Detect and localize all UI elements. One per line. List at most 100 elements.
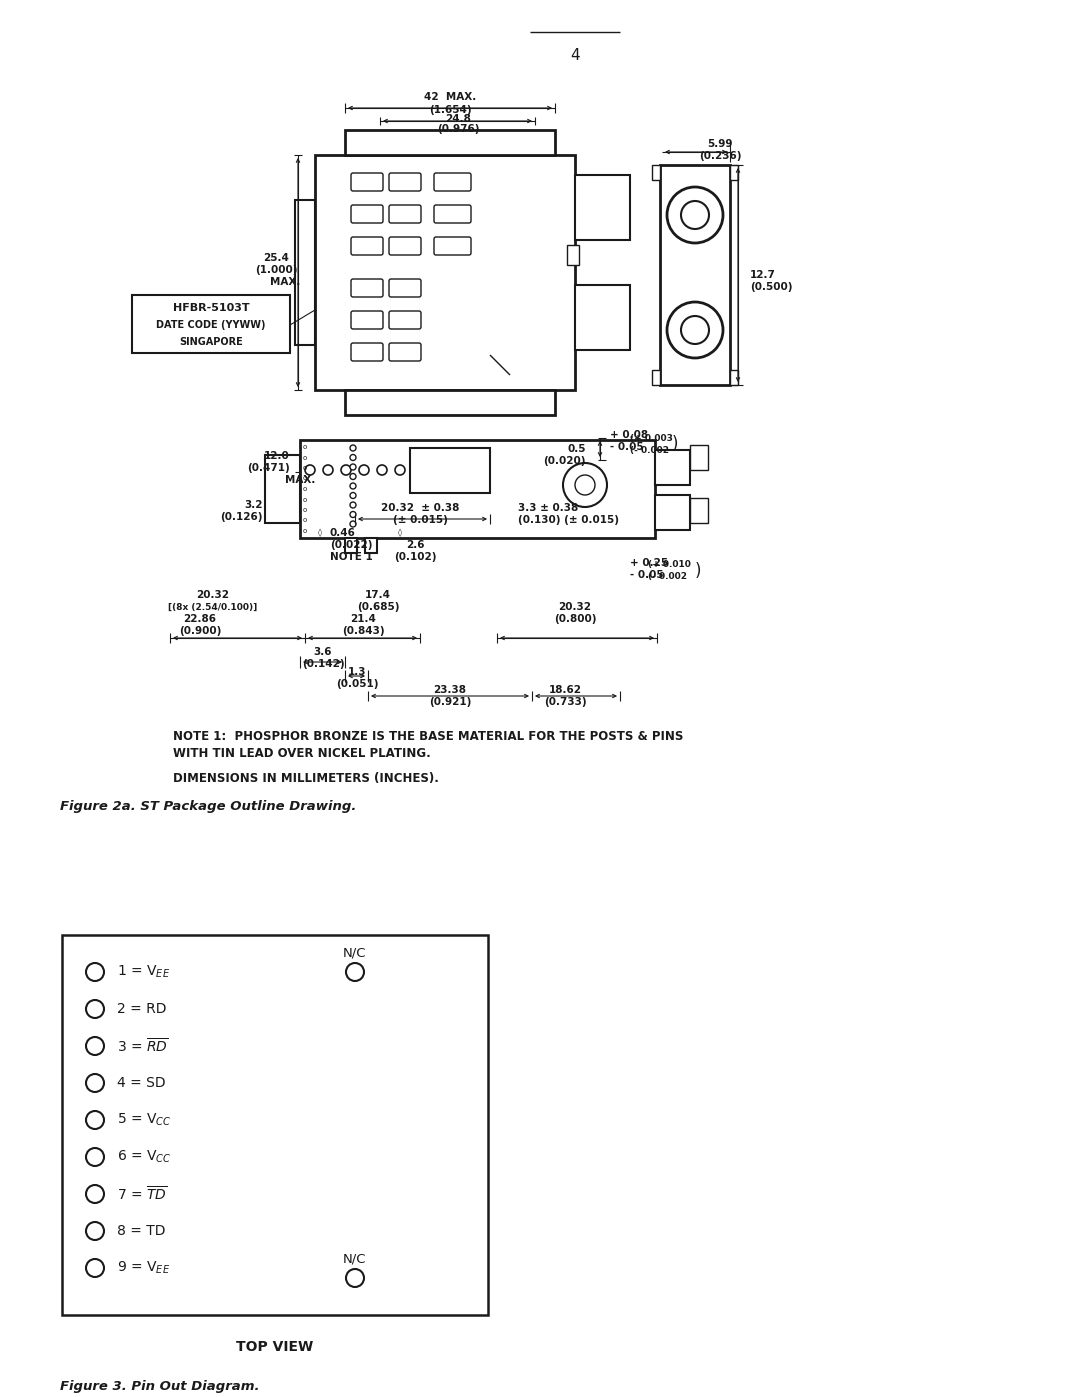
Text: 7 = $\overline{TD}$: 7 = $\overline{TD}$ (117, 1185, 167, 1203)
FancyBboxPatch shape (434, 237, 471, 256)
Bar (730, 370, 738, 386)
Circle shape (681, 316, 708, 344)
Bar (652, 370, 660, 386)
Bar (730, 165, 738, 180)
Bar (410, 448, 490, 493)
Text: o: o (302, 507, 307, 513)
Text: (0.130) (± 0.015): (0.130) (± 0.015) (518, 515, 619, 525)
Text: (+ 0.003: (+ 0.003 (630, 433, 673, 443)
Text: (0.733): (0.733) (543, 697, 586, 707)
Text: 20.32: 20.32 (197, 590, 229, 599)
Text: 1.3: 1.3 (348, 666, 366, 678)
Bar (300, 440, 654, 538)
Circle shape (341, 465, 351, 475)
Circle shape (86, 1259, 104, 1277)
Text: o: o (302, 496, 307, 503)
FancyBboxPatch shape (351, 173, 383, 191)
Text: 5.99: 5.99 (707, 138, 732, 149)
FancyBboxPatch shape (351, 237, 383, 256)
Text: ◊: ◊ (318, 528, 322, 538)
Circle shape (575, 475, 595, 495)
Text: ): ) (696, 562, 702, 580)
Text: (0.051): (0.051) (336, 679, 378, 689)
Text: 42  MAX.: 42 MAX. (423, 92, 476, 102)
Text: 17.4: 17.4 (365, 590, 391, 599)
Circle shape (359, 465, 369, 475)
Text: 24.8: 24.8 (445, 115, 471, 124)
Text: Figure 3. Pin Out Diagram.: Figure 3. Pin Out Diagram. (60, 1380, 259, 1393)
FancyBboxPatch shape (389, 237, 421, 256)
Text: (0.800): (0.800) (554, 615, 596, 624)
Text: - 0.05: - 0.05 (610, 441, 644, 453)
Text: MAX.: MAX. (285, 475, 315, 485)
Text: 2 = RD: 2 = RD (117, 1002, 166, 1016)
Circle shape (350, 474, 356, 479)
Circle shape (377, 465, 387, 475)
Circle shape (681, 201, 708, 229)
Circle shape (350, 511, 356, 517)
Text: o: o (302, 486, 307, 492)
Circle shape (86, 1074, 104, 1092)
Text: 3.2: 3.2 (244, 500, 264, 510)
Circle shape (86, 1037, 104, 1055)
Text: (0.976): (0.976) (436, 124, 480, 134)
Text: (0.022): (0.022) (330, 541, 373, 550)
FancyBboxPatch shape (389, 312, 421, 330)
Circle shape (350, 464, 356, 469)
Bar (575, 175, 630, 240)
Circle shape (86, 1222, 104, 1241)
Text: (0.921): (0.921) (429, 697, 471, 707)
Bar (315, 155, 575, 390)
Text: 6 = V$_{CC}$: 6 = V$_{CC}$ (117, 1148, 172, 1165)
Text: 9 = V$_{EE}$: 9 = V$_{EE}$ (117, 1260, 171, 1277)
Text: 12.7: 12.7 (750, 270, 775, 279)
Circle shape (350, 521, 356, 527)
Circle shape (305, 465, 315, 475)
Text: N/C: N/C (343, 1252, 367, 1266)
Text: (0.843): (0.843) (341, 626, 384, 636)
Bar (652, 165, 660, 180)
Text: (0.102): (0.102) (394, 552, 436, 562)
Text: 1 = V$_{EE}$: 1 = V$_{EE}$ (117, 964, 171, 981)
Text: 3.6: 3.6 (314, 647, 333, 657)
FancyBboxPatch shape (434, 205, 471, 224)
Text: o: o (302, 444, 307, 450)
Text: 23.38: 23.38 (433, 685, 467, 694)
Circle shape (431, 465, 441, 475)
Text: o: o (302, 465, 307, 471)
FancyBboxPatch shape (351, 279, 383, 298)
FancyBboxPatch shape (389, 344, 421, 360)
Text: 4: 4 (570, 47, 580, 63)
Circle shape (350, 446, 356, 451)
Text: (0.236): (0.236) (699, 151, 741, 161)
Circle shape (86, 1111, 104, 1129)
Text: ): ) (672, 434, 678, 453)
Text: (0.685): (0.685) (356, 602, 400, 612)
Circle shape (667, 187, 723, 243)
Text: NOTE 1:  PHOSPHOR BRONZE IS THE BASE MATERIAL FOR THE POSTS & PINS: NOTE 1: PHOSPHOR BRONZE IS THE BASE MATE… (173, 731, 684, 743)
FancyBboxPatch shape (351, 205, 383, 224)
Text: o: o (302, 517, 307, 524)
Bar (567, 244, 579, 265)
Text: [(8x (2.54/0.100)]: [(8x (2.54/0.100)] (168, 602, 258, 612)
Text: 20.32  ± 0.38: 20.32 ± 0.38 (381, 503, 459, 513)
Text: o: o (302, 528, 307, 534)
FancyBboxPatch shape (351, 312, 383, 330)
Text: (0.126): (0.126) (220, 511, 264, 522)
Text: (- 0.002: (- 0.002 (648, 573, 687, 581)
Bar (660, 165, 730, 386)
Circle shape (449, 465, 459, 475)
Bar (690, 446, 708, 469)
Bar (690, 497, 708, 522)
Bar (654, 495, 690, 529)
Circle shape (346, 963, 364, 981)
FancyBboxPatch shape (389, 279, 421, 298)
FancyBboxPatch shape (351, 344, 383, 360)
Circle shape (86, 1185, 104, 1203)
Circle shape (350, 483, 356, 489)
Text: (± 0.015): (± 0.015) (392, 515, 447, 525)
Text: 3.3 ± 0.38: 3.3 ± 0.38 (518, 503, 578, 513)
Text: o: o (302, 475, 307, 482)
Text: (- 0.002: (- 0.002 (630, 446, 669, 454)
Text: 25.4: 25.4 (264, 253, 289, 263)
